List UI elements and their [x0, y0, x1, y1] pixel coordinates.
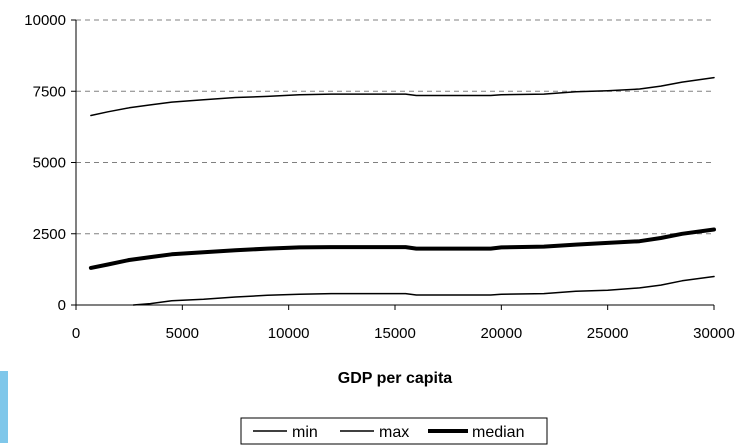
x-tick-label: 0: [72, 325, 80, 342]
y-tick-label: 7500: [33, 83, 66, 100]
y-tick-label: 2500: [33, 226, 66, 243]
x-tick-label: 20000: [480, 325, 522, 342]
legend: min max median: [240, 417, 548, 445]
x-axis-title: GDP per capita: [338, 370, 453, 387]
y-tick-labels: 0 2500 5000 7500 10000: [24, 12, 66, 314]
side-accent-bar: [0, 371, 8, 443]
grid-lines: [76, 19, 714, 235]
x-tick-label: 30000: [693, 325, 735, 342]
series-line-min: [132, 275, 715, 306]
x-tick-label: 10000: [268, 325, 310, 342]
y-tick-label: 0: [58, 297, 66, 314]
legend-label-min: min: [292, 424, 318, 441]
x-tick-label: 25000: [587, 325, 629, 342]
x-tick-labels: 0 5000 10000 15000 20000 25000 30000: [72, 325, 735, 342]
chart-axes: [71, 19, 715, 310]
legend-box: [240, 417, 548, 445]
x-tick-label: 15000: [374, 325, 416, 342]
legend-label-max: max: [379, 424, 409, 441]
series-line-max: [90, 76, 715, 117]
x-tick-label: 5000: [166, 325, 199, 342]
y-tick-label: 5000: [33, 155, 66, 172]
series-lines: [88, 76, 716, 306]
legend-label-median: median: [472, 424, 524, 441]
series-line-median: [88, 227, 716, 270]
y-tick-label: 10000: [24, 12, 66, 29]
